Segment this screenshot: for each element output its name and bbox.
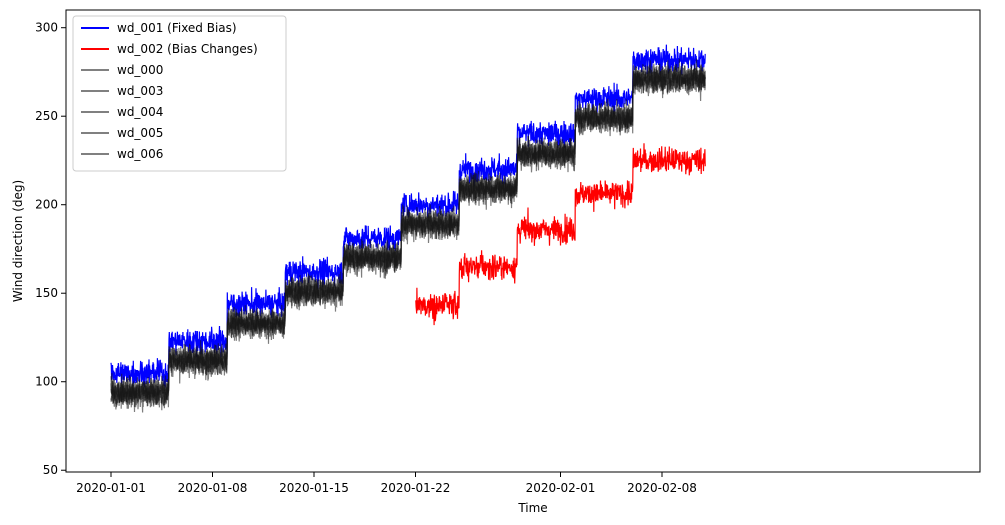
x-axis: 2020-01-01 2020-01-08 2020-01-15 2020-01-22… <box>76 472 697 495</box>
x-tick-label: 2020-02-08 <box>627 481 697 495</box>
series-line-wd_006 <box>110 58 706 406</box>
legend-box <box>72 15 287 172</box>
series-layer <box>110 44 706 413</box>
legend: wd_001 (Fixed Bias) wd_002 (Bias Changes)… <box>72 15 287 172</box>
legend-entry: wd_006 <box>117 147 163 161</box>
legend-entry: wd_001 (Fixed Bias) <box>117 21 237 35</box>
x-tick-label: 2020-02-01 <box>526 481 596 495</box>
series-line-wd_002 <box>415 143 706 326</box>
legend-entry: wd_002 (Bias Changes) <box>117 42 258 56</box>
y-tick-label: 150 <box>35 286 58 300</box>
y-tick-label: 250 <box>35 109 58 123</box>
legend-entry: wd_000 <box>117 63 163 77</box>
legend-entry: wd_005 <box>117 126 163 140</box>
legend-entry: wd_004 <box>117 105 163 119</box>
y-tick-label: 100 <box>35 375 58 389</box>
x-tick-label: 2020-01-22 <box>381 481 451 495</box>
y-tick-label: 200 <box>35 198 58 212</box>
y-axis-label: Wind direction (deg) <box>11 180 25 302</box>
x-axis-label: Time <box>517 501 547 515</box>
plot-frame <box>65 9 981 473</box>
x-tick-label: 2020-01-15 <box>279 481 349 495</box>
legend-entry: wd_003 <box>117 84 163 98</box>
y-tick-label: 300 <box>35 21 58 35</box>
x-tick-label: 2020-01-08 <box>178 481 248 495</box>
y-tick-label: 50 <box>43 463 58 477</box>
y-axis: 50 100 150 200 250 300 <box>35 21 66 477</box>
x-tick-label: 2020-01-01 <box>76 481 146 495</box>
